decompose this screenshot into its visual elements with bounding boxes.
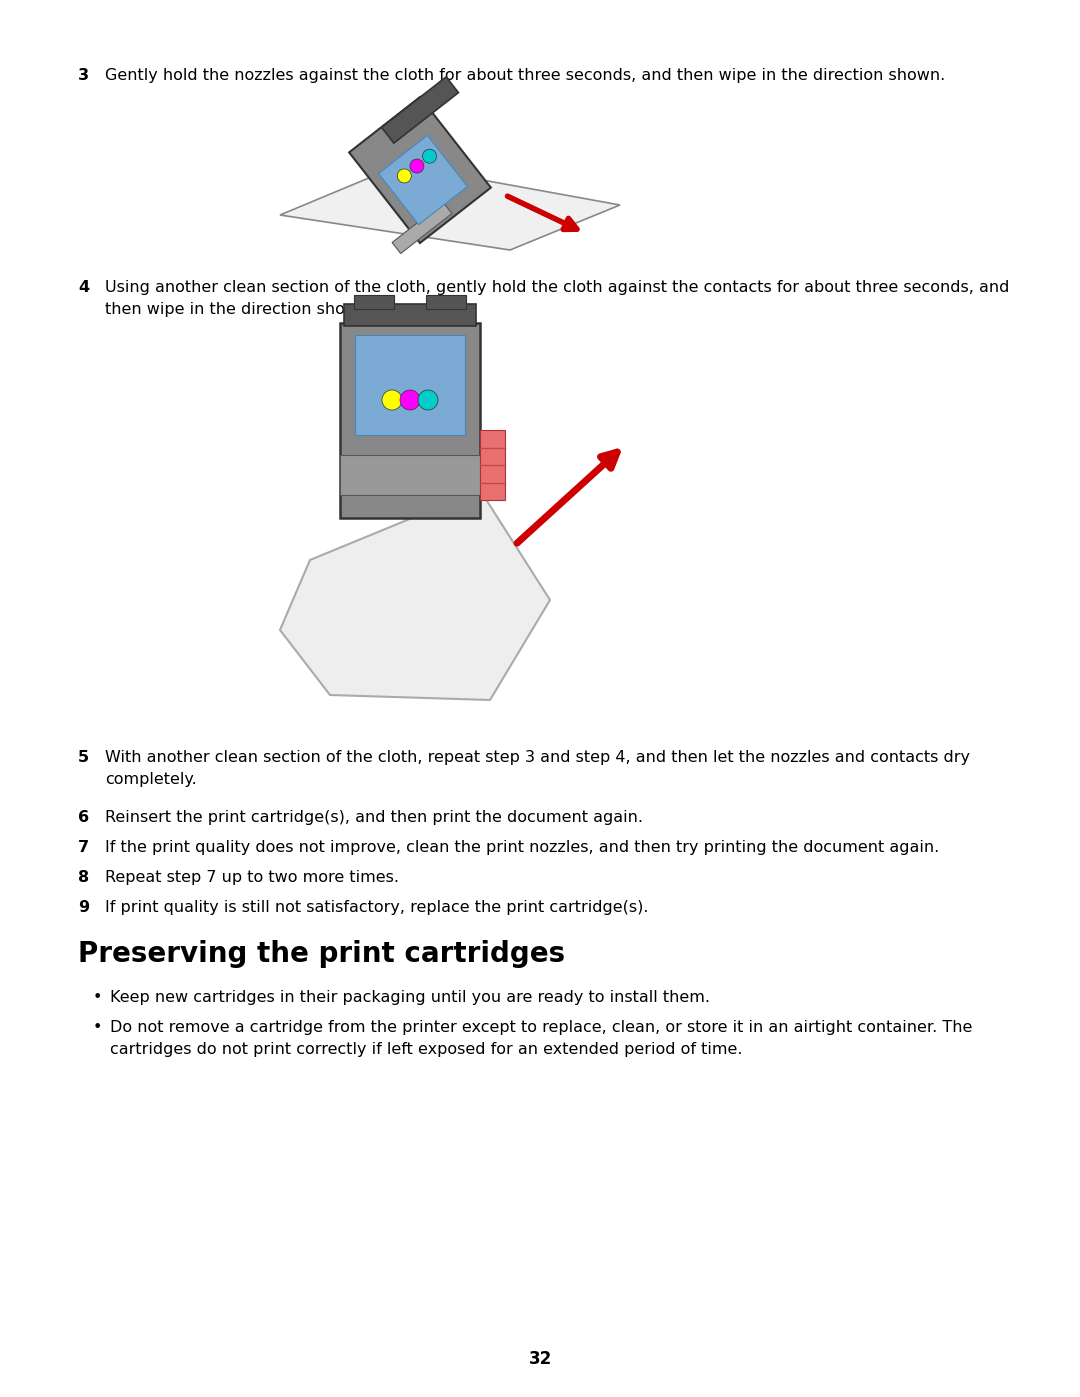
Text: Reinsert the print cartridge(s), and then print the document again.: Reinsert the print cartridge(s), and the… <box>105 810 643 826</box>
Text: Keep new cartridges in their packaging until you are ready to install them.: Keep new cartridges in their packaging u… <box>110 990 710 1004</box>
Text: •: • <box>93 990 103 1004</box>
Circle shape <box>410 159 424 173</box>
Circle shape <box>400 390 420 409</box>
Text: 7: 7 <box>78 840 90 855</box>
Text: Gently hold the nozzles against the cloth for about three seconds, and then wipe: Gently hold the nozzles against the clot… <box>105 68 945 82</box>
Polygon shape <box>392 203 451 253</box>
Text: 3: 3 <box>78 68 90 82</box>
Circle shape <box>397 169 411 183</box>
Text: If the print quality does not improve, clean the print nozzles, and then try pri: If the print quality does not improve, c… <box>105 840 940 855</box>
Circle shape <box>422 149 436 163</box>
Polygon shape <box>480 430 505 500</box>
Text: Preserving the print cartridges: Preserving the print cartridges <box>78 940 565 968</box>
Text: completely.: completely. <box>105 773 197 787</box>
Text: •: • <box>93 1020 103 1035</box>
Text: 32: 32 <box>528 1350 552 1368</box>
Circle shape <box>418 390 438 409</box>
Text: 8: 8 <box>78 870 90 886</box>
Text: then wipe in the direction shown.: then wipe in the direction shown. <box>105 302 374 317</box>
Text: With another clean section of the cloth, repeat step 3 and step 4, and then let : With another clean section of the cloth,… <box>105 750 970 766</box>
Polygon shape <box>340 323 480 517</box>
Text: If print quality is still not satisfactory, replace the print cartridge(s).: If print quality is still not satisfacto… <box>105 900 648 915</box>
Text: Using another clean section of the cloth, gently hold the cloth against the cont: Using another clean section of the cloth… <box>105 279 1010 295</box>
Text: Repeat step 7 up to two more times.: Repeat step 7 up to two more times. <box>105 870 399 886</box>
Text: 9: 9 <box>78 900 90 915</box>
Polygon shape <box>280 165 620 250</box>
Polygon shape <box>355 335 465 434</box>
Polygon shape <box>379 136 468 225</box>
Polygon shape <box>381 77 459 142</box>
Polygon shape <box>349 96 491 243</box>
Text: 6: 6 <box>78 810 90 826</box>
Text: 5: 5 <box>78 750 90 766</box>
Polygon shape <box>354 295 394 309</box>
Polygon shape <box>280 490 550 700</box>
Text: Do not remove a cartridge from the printer except to replace, clean, or store it: Do not remove a cartridge from the print… <box>110 1020 972 1035</box>
Polygon shape <box>345 305 476 326</box>
Polygon shape <box>426 295 465 309</box>
Polygon shape <box>340 455 480 495</box>
Text: 4: 4 <box>78 279 90 295</box>
Circle shape <box>382 390 402 409</box>
Text: cartridges do not print correctly if left exposed for an extended period of time: cartridges do not print correctly if lef… <box>110 1042 743 1058</box>
